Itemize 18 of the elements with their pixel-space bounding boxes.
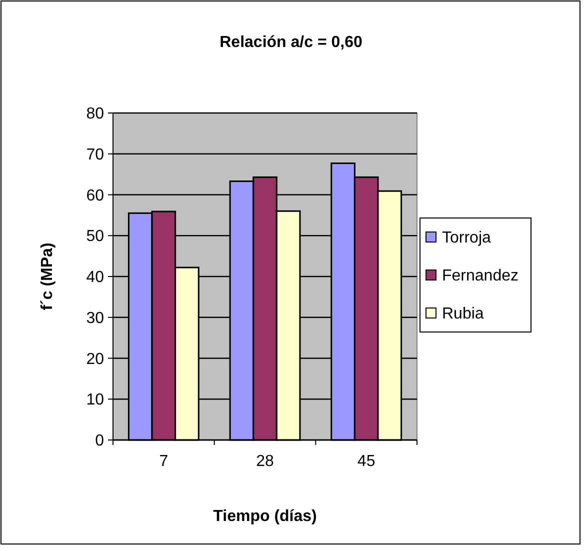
y-tick-label: 0	[95, 432, 104, 450]
y-tick-label: 20	[86, 350, 104, 368]
chart-title: Relación a/c = 0,60	[220, 34, 362, 51]
y-tick-label: 60	[86, 187, 104, 204]
y-tick-label: 30	[86, 310, 104, 327]
y-tick-label: 70	[86, 146, 104, 164]
y-tick-label: 40	[86, 269, 104, 286]
y-tick-label: 50	[86, 228, 104, 246]
x-tick-label: 45	[357, 453, 376, 470]
y-axis-title: f´c (MPa)	[39, 242, 56, 310]
x-tick-label: 28	[256, 453, 274, 470]
legend-label: Rubia	[442, 306, 484, 323]
legend-label: Fernandez	[442, 268, 518, 285]
y-tick-label: 10	[86, 392, 104, 409]
y-tick-label: 80	[86, 106, 104, 123]
x-tick-label: 7	[159, 453, 168, 470]
legend-label: Torroja	[442, 230, 492, 247]
x-axis-title: Tiempo (días)	[213, 508, 317, 525]
